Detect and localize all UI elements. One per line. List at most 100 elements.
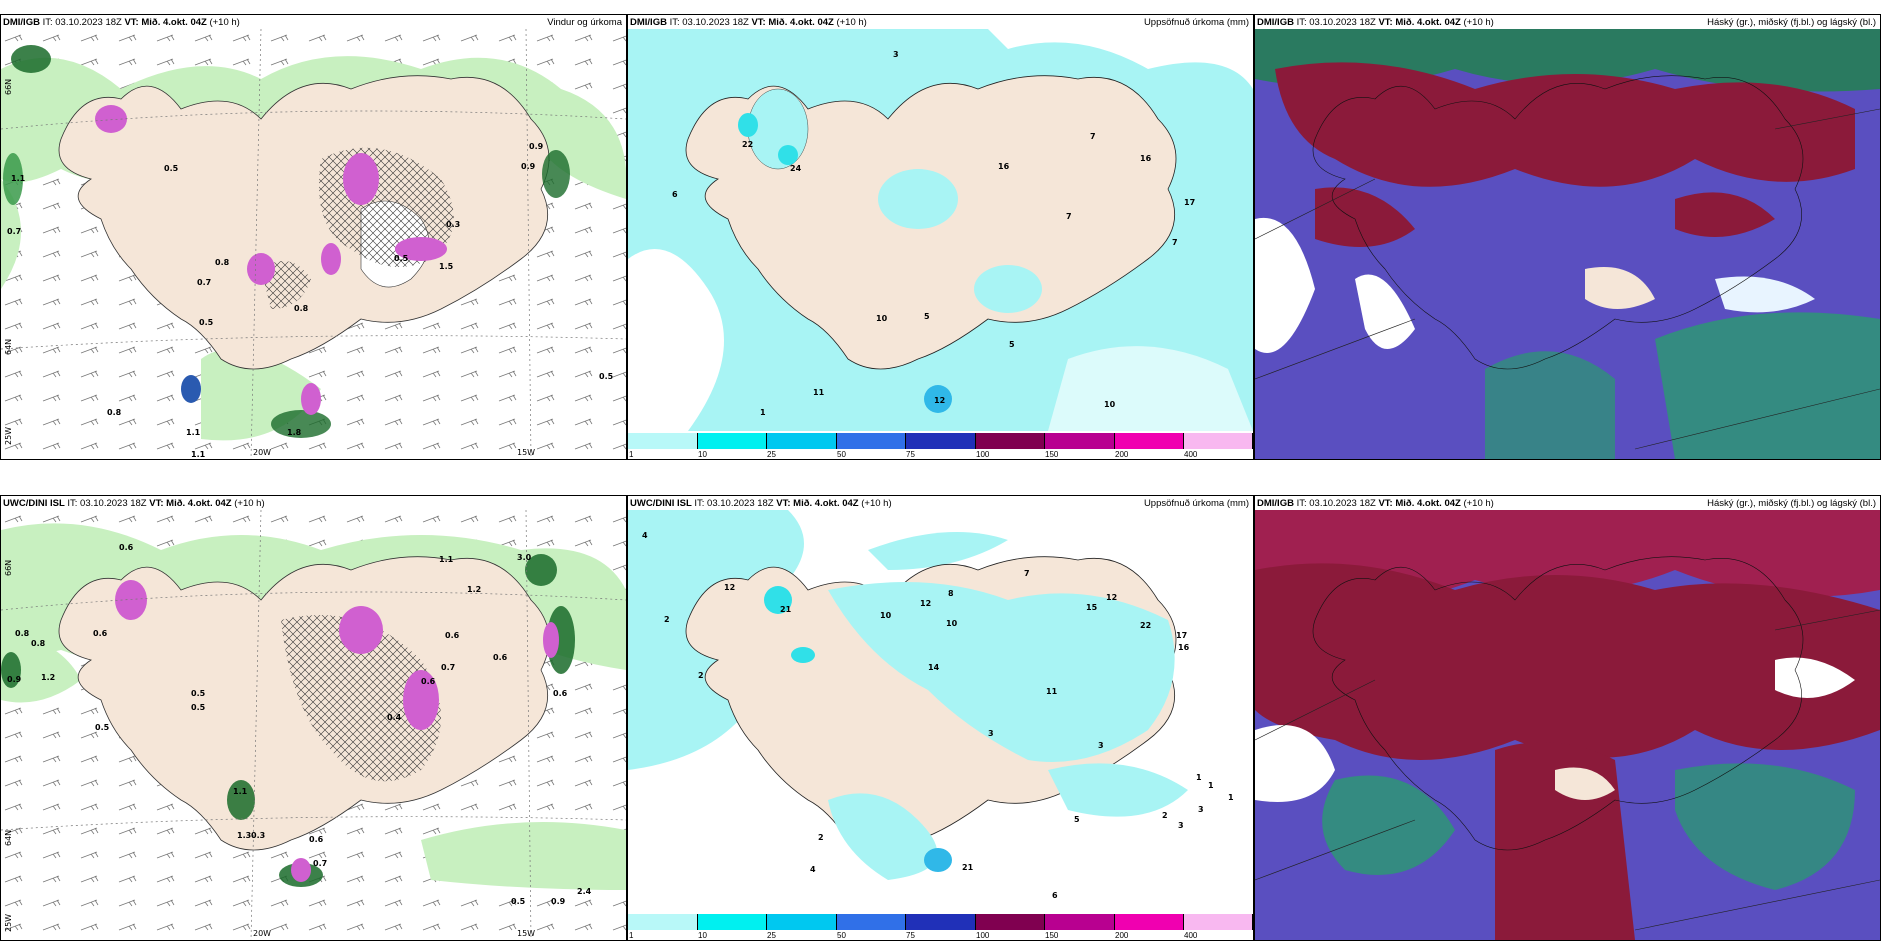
init-time: IT: 03.10.2023 18Z: [67, 498, 147, 509]
init-time: IT: 03.10.2023 18Z: [694, 498, 774, 509]
valid-time: VT: Mið. 4.okt. 04Z: [1378, 17, 1461, 28]
precip-label: 0.6: [93, 629, 108, 638]
precip-label: 0.8: [107, 408, 122, 417]
colorbar-tick: 50: [837, 931, 846, 940]
accum-label: 2: [1162, 811, 1168, 820]
colorbar-swatch: [628, 914, 698, 930]
lead-time: (+10 h): [209, 17, 240, 28]
cloud-cover-map: [1255, 29, 1880, 459]
colorbar-tick: 150: [1045, 931, 1059, 940]
accum-label: 17: [1176, 631, 1187, 640]
colorbar-swatch: [767, 914, 837, 930]
precip-label: 0.7: [441, 663, 455, 672]
panel-clouds-dmi: DMI/IGB IT: 03.10.2023 18Z VT: Mið. 4.ok…: [1254, 14, 1881, 460]
map-area: 4 2 2 10 12 21 7 8 15 12 22 17 16 12 14 …: [628, 510, 1253, 912]
precip-label: 0.3: [251, 831, 265, 840]
map-area: 3 6 22 24 7 16 16 7 17 7 10 5 5 11 1 12 …: [628, 29, 1253, 431]
accum-label: 2: [664, 615, 670, 624]
lead-time: (+10 h): [1463, 17, 1494, 28]
colorbar-swatch: [976, 914, 1045, 930]
accum-label: 8: [948, 589, 954, 598]
panel-header: DMI/IGB IT: 03.10.2023 18Z VT: Mið. 4.ok…: [1255, 15, 1880, 29]
wind-precip-map: 0.6 0.8 0.8 0.9 1.2 0.6 0.5 0.5 0.5 1.1 …: [1, 510, 626, 940]
accum-label: 5: [924, 312, 930, 321]
colorbar-tick: 25: [767, 450, 776, 459]
precip-label: 1.1: [186, 428, 201, 437]
accum-label: 12: [934, 396, 945, 405]
precip-label: 0.3: [446, 220, 460, 229]
precip-label: 0.5: [511, 897, 526, 906]
colorbar-tick: 400: [1184, 450, 1198, 459]
panel-wind-precip-uwc: UWC/DINI ISL IT: 03.10.2023 18Z VT: Mið.…: [0, 495, 627, 941]
precip-label: 1.1: [11, 174, 26, 183]
colorbar-tick: 100: [976, 931, 990, 940]
precip-label: 1.3: [237, 831, 251, 840]
accum-label: 21: [962, 863, 974, 872]
colorbar-tick: 400: [1184, 931, 1198, 940]
precip-label: 1.2: [467, 585, 481, 594]
accum-label: 1: [1196, 773, 1202, 782]
model-name: DMI/IGB: [1257, 17, 1294, 28]
accum-label: 24: [790, 164, 802, 173]
panel-header: DMI/IGB IT: 03.10.2023 18Z VT: Mið. 4.ok…: [1, 15, 626, 29]
accum-label: 5: [1074, 815, 1080, 824]
colorbar-swatch: [976, 433, 1045, 449]
init-time: IT: 03.10.2023 18Z: [1296, 17, 1376, 28]
precip-label: 0.5: [394, 254, 409, 263]
accum-label: 10: [946, 619, 958, 628]
accum-label: 7: [1172, 238, 1178, 247]
panel-header: UWC/DINI ISL IT: 03.10.2023 18Z VT: Mið.…: [628, 496, 1253, 510]
colorbar-tick: 200: [1115, 450, 1129, 459]
accum-label: 4: [642, 531, 648, 540]
colorbar-swatch: [1045, 914, 1115, 930]
accum-label: 7: [1024, 569, 1030, 578]
model-name: UWC/DINI ISL: [3, 498, 65, 509]
accum-label: 2: [698, 671, 704, 680]
panel-clouds-uwc: DMI/IGB IT: 03.10.2023 18Z VT: Mið. 4.ok…: [1254, 495, 1881, 941]
accum-label: 21: [780, 605, 792, 614]
precip-label: 0.8: [15, 629, 30, 638]
colorbar-swatch: [1115, 914, 1184, 930]
colorbar: 1 10 25 50 75 100 150 200 400: [628, 431, 1253, 459]
accum-label: 16: [998, 162, 1010, 171]
accum-label: 11: [813, 388, 825, 397]
panel-title: Háský (gr.), miðský (fj.bl.) og lágský (…: [1707, 498, 1876, 509]
valid-time: VT: Mið. 4.okt. 04Z: [1378, 498, 1461, 509]
wind-precip-map: 1.1 0.7 0.5 0.9 0.8 0.7 0.5 0.8 0.5 1.8 …: [1, 29, 626, 459]
panel-title: Háský (gr.), miðský (fj.bl.) og lágský (…: [1707, 17, 1876, 28]
colorbar-swatch: [1184, 433, 1253, 449]
precip-label: 0.7: [313, 859, 327, 868]
accum-label: 16: [1140, 154, 1152, 163]
map-area: 1.1 0.7 0.5 0.9 0.8 0.7 0.5 0.8 0.5 1.8 …: [1, 29, 626, 459]
precip-label: 0.5: [599, 372, 614, 381]
precip-label: 3.0: [517, 553, 532, 562]
colorbar-tick: 10: [698, 931, 707, 940]
colorbar-swatch: [698, 914, 767, 930]
panel-title: Uppsöfnuð úrkoma (mm): [1143, 17, 1249, 28]
model-name: DMI/IGB: [3, 17, 40, 28]
accum-label: 7: [1090, 132, 1096, 141]
valid-time: VT: Mið. 4.okt. 04Z: [124, 17, 207, 28]
precip-label: 2.4: [577, 887, 592, 896]
precip-label: 1.5: [439, 262, 454, 271]
init-time: IT: 03.10.2023 18Z: [42, 17, 122, 28]
precip-label: 0.8: [31, 639, 46, 648]
accum-label: 1: [760, 408, 766, 417]
map-area: [1255, 510, 1880, 940]
accum-label: 6: [1052, 891, 1058, 900]
colorbar-tick: 75: [906, 450, 915, 459]
valid-time: VT: Mið. 4.okt. 04Z: [776, 498, 859, 509]
colorbar-swatch: [837, 914, 906, 930]
accum-label: 1: [1228, 793, 1234, 802]
precip-label: 0.7: [197, 278, 211, 287]
panel-header: DMI/IGB IT: 03.10.2023 18Z VT: Mið. 4.ok…: [628, 15, 1253, 29]
lead-time: (+10 h): [861, 498, 892, 509]
precip-label: 0.6: [553, 689, 568, 698]
precip-label: 0.6: [309, 835, 324, 844]
precip-label: 0.9: [529, 142, 544, 151]
panel-header: UWC/DINI ISL IT: 03.10.2023 18Z VT: Mið.…: [1, 496, 626, 510]
colorbar-tick: 1: [629, 450, 634, 459]
colorbar-swatch: [1115, 433, 1184, 449]
accum-label: 10: [876, 314, 888, 323]
accum-label: 7: [1066, 212, 1072, 221]
